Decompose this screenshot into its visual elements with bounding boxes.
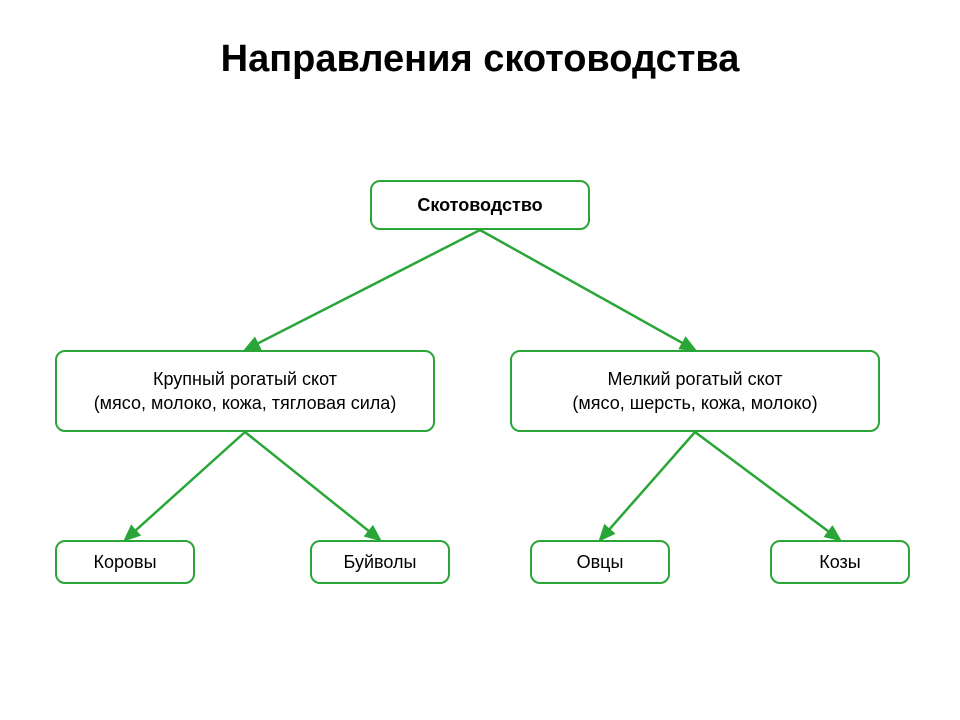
node-buffalo: Буйволы: [310, 540, 450, 584]
edge-mid_left-to-leaf1: [125, 432, 245, 540]
page-title: Направления скотоводства: [0, 38, 960, 81]
edge-mid_right-to-leaf4: [695, 432, 840, 540]
node-buffalo-label: Буйволы: [344, 550, 417, 574]
node-small-cattle-main: Мелкий рогатый скот: [607, 367, 782, 391]
edge-mid_right-to-leaf3: [600, 432, 695, 540]
edge-root-to-mid_left: [245, 230, 480, 350]
node-cows-label: Коровы: [93, 550, 156, 574]
node-large-cattle-main: Крупный рогатый скот: [153, 367, 337, 391]
node-small-cattle: Мелкий рогатый скот (мясо, шерсть, кожа,…: [510, 350, 880, 432]
edge-root-to-mid_right: [480, 230, 695, 350]
node-large-cattle: Крупный рогатый скот (мясо, молоко, кожа…: [55, 350, 435, 432]
node-goats-label: Козы: [819, 550, 860, 574]
node-sheep-label: Овцы: [577, 550, 624, 574]
edge-mid_left-to-leaf2: [245, 432, 380, 540]
node-small-cattle-sub: (мясо, шерсть, кожа, молоко): [572, 391, 817, 415]
node-sheep: Овцы: [530, 540, 670, 584]
node-root: Скотоводство: [370, 180, 590, 230]
node-large-cattle-sub: (мясо, молоко, кожа, тягловая сила): [94, 391, 397, 415]
node-cows: Коровы: [55, 540, 195, 584]
node-goats: Козы: [770, 540, 910, 584]
node-root-main: Скотоводство: [417, 193, 542, 217]
